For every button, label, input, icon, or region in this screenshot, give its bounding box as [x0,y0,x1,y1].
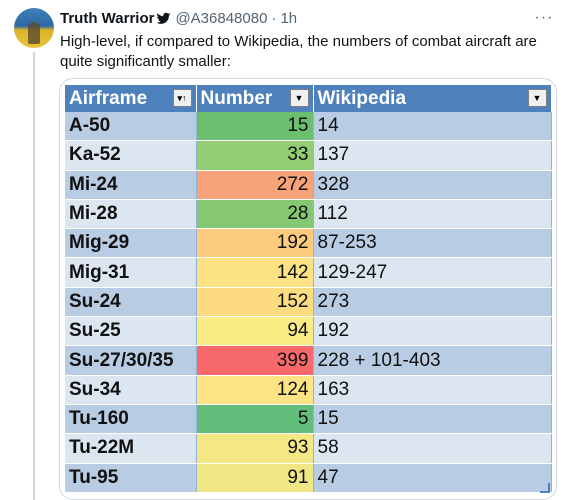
timestamp[interactable]: 1h [280,9,298,27]
table-row: Tu-22M 93 58 [65,433,552,464]
airframe-cell: Su-25 [65,316,197,347]
dropdown-icon[interactable]: ▼ [527,89,547,107]
number-cell: 91 [196,463,314,493]
airframe-cell: Tu-22M [65,433,197,464]
header-airframe-label: Airframe [69,87,148,109]
tweet-media-image[interactable]: Airframe ▾↑ Number ▼ Wikipedia ▼ A-50 15 1… [59,78,557,500]
author-name[interactable]: Truth Warrior [60,9,155,27]
wikipedia-cell: 328 [313,170,552,200]
header-wikipedia-label: Wikipedia [317,87,407,109]
number-cell: 94 [196,316,314,347]
table-row: Ka-52 33 137 [65,140,552,171]
airframe-cell: Su-24 [65,287,197,318]
avatar[interactable] [14,8,54,48]
table-row: Mi-24 272 328 [65,170,552,200]
number-cell: 5 [196,404,314,435]
wikipedia-cell: 137 [313,140,552,171]
number-cell: 124 [196,375,314,405]
airframe-cell: Su-34 [65,375,197,405]
wikipedia-cell: 47 [313,463,552,493]
number-cell: 93 [196,433,314,464]
table-row: Su-27/30/35 399 228 + 101-403 [65,345,552,376]
table-row: Mig-29 192 87-253 [65,228,552,259]
airframe-cell: Mig-31 [65,257,197,288]
header-airframe: Airframe ▾↑ [65,85,197,112]
airframe-cell: Mi-28 [65,199,197,230]
wikipedia-cell: 129-247 [313,257,552,288]
number-cell: 33 [196,140,314,171]
header-wikipedia: Wikipedia ▼ [313,85,552,112]
spreadsheet-table: Airframe ▾↑ Number ▼ Wikipedia ▼ A-50 15 1… [65,85,552,493]
table-row: Su-25 94 192 [65,316,552,347]
table-row: Su-34 124 163 [65,375,552,405]
number-cell: 142 [196,257,314,288]
bird-icon [157,12,171,24]
wikipedia-cell: 163 [313,375,552,405]
wikipedia-cell: 192 [313,316,552,347]
airframe-cell: Ka-52 [65,140,197,171]
header-number: Number ▼ [196,85,314,112]
airframe-cell: A-50 [65,112,197,142]
airframe-cell: Tu-160 [65,404,197,435]
tweet-header: Truth Warrior @A36848080 · 1h [60,8,297,28]
number-cell: 152 [196,287,314,318]
avatar-figure [28,22,40,44]
more-options-icon[interactable]: ··· [534,9,554,26]
airframe-cell: Mi-24 [65,170,197,200]
table-row: Mig-31 142 129-247 [65,257,552,288]
tweet-text: High-level, if compared to Wikipedia, th… [60,33,537,70]
dropdown-icon[interactable]: ▼ [289,89,309,107]
author-handle[interactable]: @A36848080 [175,9,268,27]
sort-asc-icon[interactable]: ▾↑ [172,89,192,107]
table-row: A-50 15 14 [65,112,552,142]
number-cell: 28 [196,199,314,230]
wikipedia-cell: 14 [313,112,552,142]
airframe-cell: Tu-95 [65,463,197,493]
header-number-label: Number [200,87,273,109]
wikipedia-cell: 15 [313,404,552,435]
wikipedia-cell: 112 [313,199,552,230]
number-cell: 15 [196,112,314,142]
resize-handle-icon [540,483,550,493]
airframe-cell: Su-27/30/35 [65,345,197,376]
wikipedia-cell: 228 + 101-403 [313,345,552,376]
airframe-cell: Mig-29 [65,228,197,259]
number-cell: 399 [196,345,314,376]
separator-dot: · [271,9,277,27]
table-row: Mi-28 28 112 [65,199,552,230]
number-cell: 272 [196,170,314,200]
header-row: Airframe ▾↑ Number ▼ Wikipedia ▼ [65,85,552,112]
table-row: Su-24 152 273 [65,287,552,318]
wikipedia-cell: 273 [313,287,552,318]
table-row: Tu-95 91 47 [65,463,552,493]
wikipedia-cell: 58 [313,433,552,464]
thread-line [33,52,35,500]
table-row: Tu-160 5 15 [65,404,552,435]
wikipedia-cell: 87-253 [313,228,552,259]
number-cell: 192 [196,228,314,259]
